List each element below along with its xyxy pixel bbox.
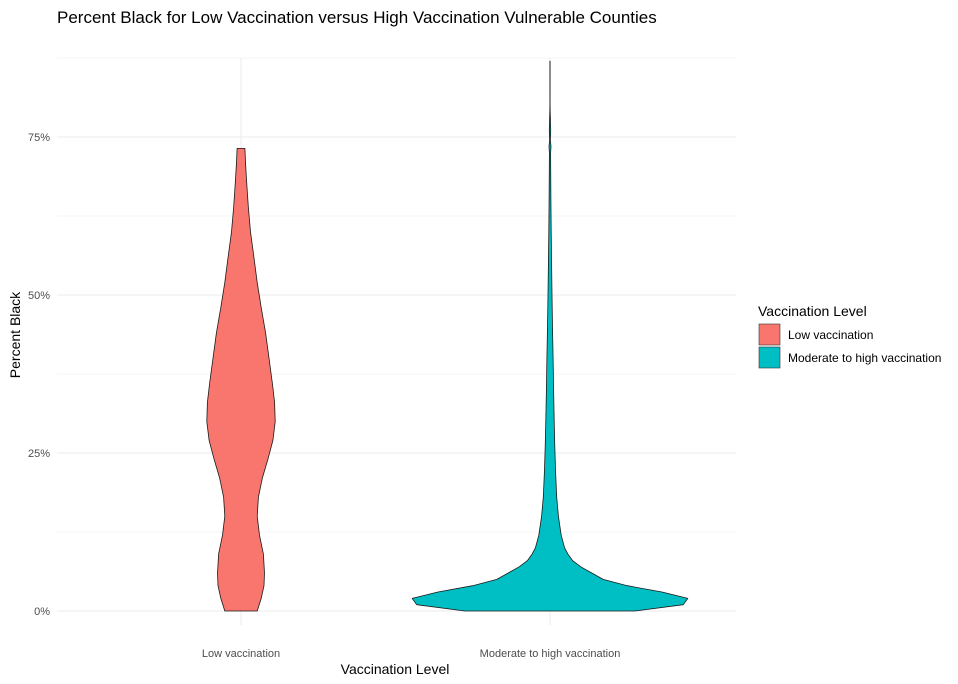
violin-moderate-to-high-vaccination: [411, 60, 689, 612]
y-tick-label: 75%: [28, 132, 50, 144]
x-axis-title: Vaccination Level: [341, 661, 450, 677]
y-axis-title: Percent Black: [7, 291, 23, 378]
y-tick-label: 25%: [28, 448, 50, 460]
y-tick-labels: 0% 25% 50% 75%: [28, 132, 50, 618]
y-tick-label: 50%: [28, 290, 50, 302]
chart-title: Percent Black for Low Vaccination versus…: [57, 8, 657, 27]
violins: [206, 60, 689, 612]
violin-low-vaccination: [206, 148, 276, 612]
legend-label: Low vaccination: [788, 328, 873, 342]
grid: [57, 57, 736, 625]
legend-title: Vaccination Level: [758, 303, 867, 319]
x-tick-labels: Low vaccination Moderate to high vaccinat…: [202, 648, 620, 660]
legend: Vaccination Level Low vaccination Moderat…: [758, 303, 941, 369]
y-tick-label: 0%: [34, 606, 50, 618]
legend-label: Moderate to high vaccination: [788, 351, 941, 365]
x-tick-label: Moderate to high vaccination: [480, 648, 621, 660]
legend-swatch: [758, 346, 781, 369]
x-tick-label: Low vaccination: [202, 648, 280, 660]
legend-swatch: [758, 323, 781, 346]
